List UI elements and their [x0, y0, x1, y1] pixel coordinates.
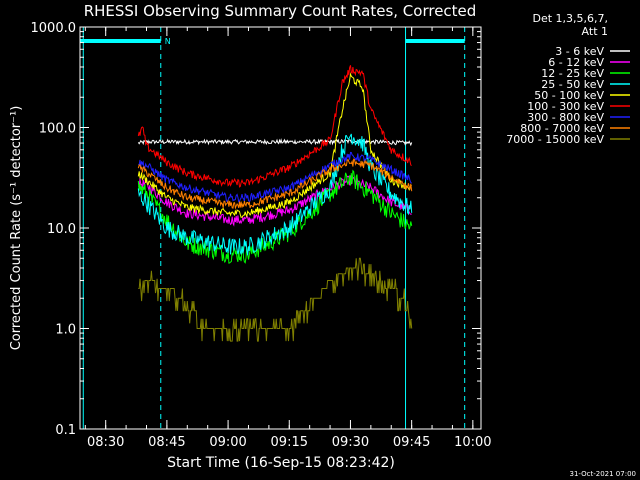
legend-header: Det 1,3,5,6,7,: [532, 12, 608, 25]
x-tick-label: 10:00: [454, 435, 491, 450]
y-tick-label: 100.0: [39, 122, 76, 137]
x-tick-label: 09:15: [271, 435, 308, 450]
footer-timestamp: 31-Oct-2021 07:00: [570, 470, 636, 478]
attenuator-label: N: [165, 37, 171, 46]
x-axis: 08:30 08:45 09:00 09:15 09:30 09:45 10:00: [84, 27, 492, 450]
y-tick-label: 10.0: [47, 222, 76, 237]
y-tick-label: 1000.0: [31, 21, 77, 36]
series-line: [137, 65, 412, 188]
attenuator-markers: N: [80, 27, 466, 429]
legend-entry-label: 12 - 25 keV: [541, 67, 604, 80]
y-tick-label: 1.0: [55, 323, 76, 338]
x-tick-label: 08:45: [148, 435, 185, 450]
x-tick-label: 09:30: [332, 435, 369, 450]
y-axis-label: Corrected Count Rate (s⁻¹ detector⁻¹): [9, 106, 24, 351]
legend-entry-label: 800 - 7000 keV: [520, 122, 604, 135]
legend-entry-label: 300 - 800 keV: [527, 111, 604, 124]
series-line: [138, 257, 413, 342]
legend-entry-label: 25 - 50 keV: [541, 78, 604, 91]
legend-entry-label: 3 - 6 keV: [555, 45, 604, 58]
y-tick-label: 0.1: [55, 423, 76, 438]
x-tick-label: 09:00: [209, 435, 246, 450]
legend-entry-label: 50 - 100 keV: [534, 89, 604, 102]
legend-entry-label: 7000 - 15000 keV: [506, 133, 604, 146]
x-tick-label: 08:30: [87, 435, 124, 450]
series-line: [138, 151, 412, 203]
legend-header: Att 1: [582, 25, 608, 38]
legend-entry-label: 6 - 12 keV: [548, 56, 604, 69]
y-axis: 0.1 1.0 10.0 100.0 1000.0: [31, 21, 481, 438]
series-lines: [137, 65, 413, 342]
series-line: [137, 158, 413, 210]
x-tick-label: 09:45: [393, 435, 430, 450]
legend-entry-label: 100 - 300 keV: [527, 100, 604, 113]
x-axis-label: Start Time (16-Sep-15 08:23:42): [167, 455, 395, 471]
series-line: [137, 133, 413, 256]
series-line: [137, 138, 413, 147]
chart-title: RHESSI Observing Summary Count Rates, Co…: [84, 2, 477, 20]
series-line: [137, 72, 412, 218]
